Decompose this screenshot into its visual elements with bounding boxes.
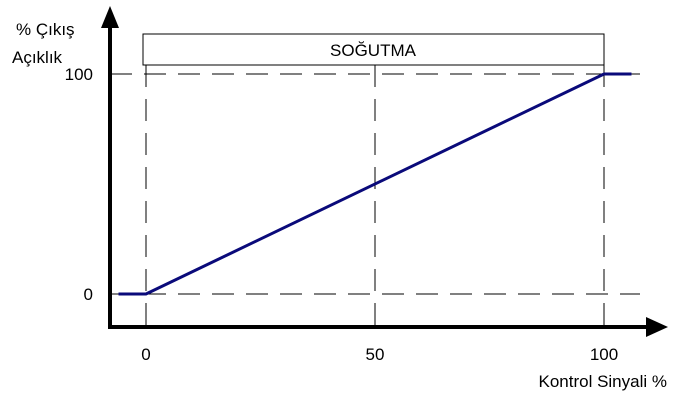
series-line-0 bbox=[118, 72, 632, 296]
tick-labels: 0 50 100 0 100 bbox=[65, 65, 619, 364]
banner-label: SOĞUTMA bbox=[330, 41, 417, 60]
banner-box bbox=[142, 33, 605, 66]
y-tick-label-100: 100 bbox=[65, 65, 93, 84]
y-axis-arrow bbox=[101, 6, 119, 28]
x-tick-label-0: 0 bbox=[141, 345, 150, 364]
y-axis-label-line-1: % Çıkış bbox=[16, 20, 75, 39]
y-tick-label-0: 0 bbox=[84, 285, 93, 304]
series-layer bbox=[118, 72, 632, 296]
grid-lines bbox=[110, 65, 640, 327]
x-axis-label: Kontrol Sinyali % bbox=[538, 372, 667, 391]
y-axis-label-line-2: Açıklık bbox=[12, 48, 63, 67]
x-tick-label-50: 50 bbox=[366, 345, 385, 364]
x-tick-label-100: 100 bbox=[590, 345, 618, 364]
x-axis-arrow bbox=[646, 317, 668, 337]
